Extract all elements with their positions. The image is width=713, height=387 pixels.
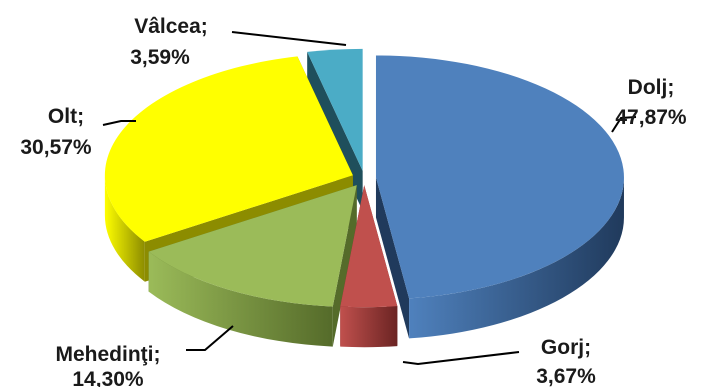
label-gorj: Gorj; (541, 336, 591, 359)
slice-top-olt (104, 56, 353, 242)
label-dolj: Dolj; (628, 76, 675, 99)
value-dolj: 47,87% (615, 106, 687, 129)
value-gorj: 3,67% (536, 365, 596, 387)
label-mehedinti: Mehedinţi; (56, 343, 161, 366)
leader-line-mehedinti (186, 325, 234, 351)
slice-side-dolj (375, 177, 410, 339)
leader-line-dolj (611, 116, 637, 133)
slice-gorj (340, 185, 398, 348)
slice-top-mehedinti (148, 185, 357, 307)
label-olt: Olt; (48, 105, 84, 128)
leader-lines (102, 31, 637, 366)
slice-wall-dolj (409, 177, 624, 339)
leader-line-valcea (231, 31, 347, 46)
slice-top-valcea (307, 48, 363, 171)
slice-top-dolj (375, 55, 624, 299)
leader-line-olt (102, 120, 136, 126)
slice-wall-mehedinti (148, 251, 333, 347)
slice-dolj (375, 55, 624, 339)
value-mehedinti: 14,30% (72, 368, 144, 387)
value-olt: 30,57% (20, 136, 92, 159)
slice-mehedinti (148, 185, 357, 347)
pie-slices (104, 48, 624, 348)
label-valcea: Vâlcea; (134, 15, 208, 38)
slice-wall-olt (104, 175, 145, 282)
slice-wall-gorj (340, 306, 398, 348)
leader-line-gorj (402, 351, 520, 366)
value-valcea: 3,59% (130, 46, 190, 69)
slice-top-gorj (340, 185, 398, 308)
